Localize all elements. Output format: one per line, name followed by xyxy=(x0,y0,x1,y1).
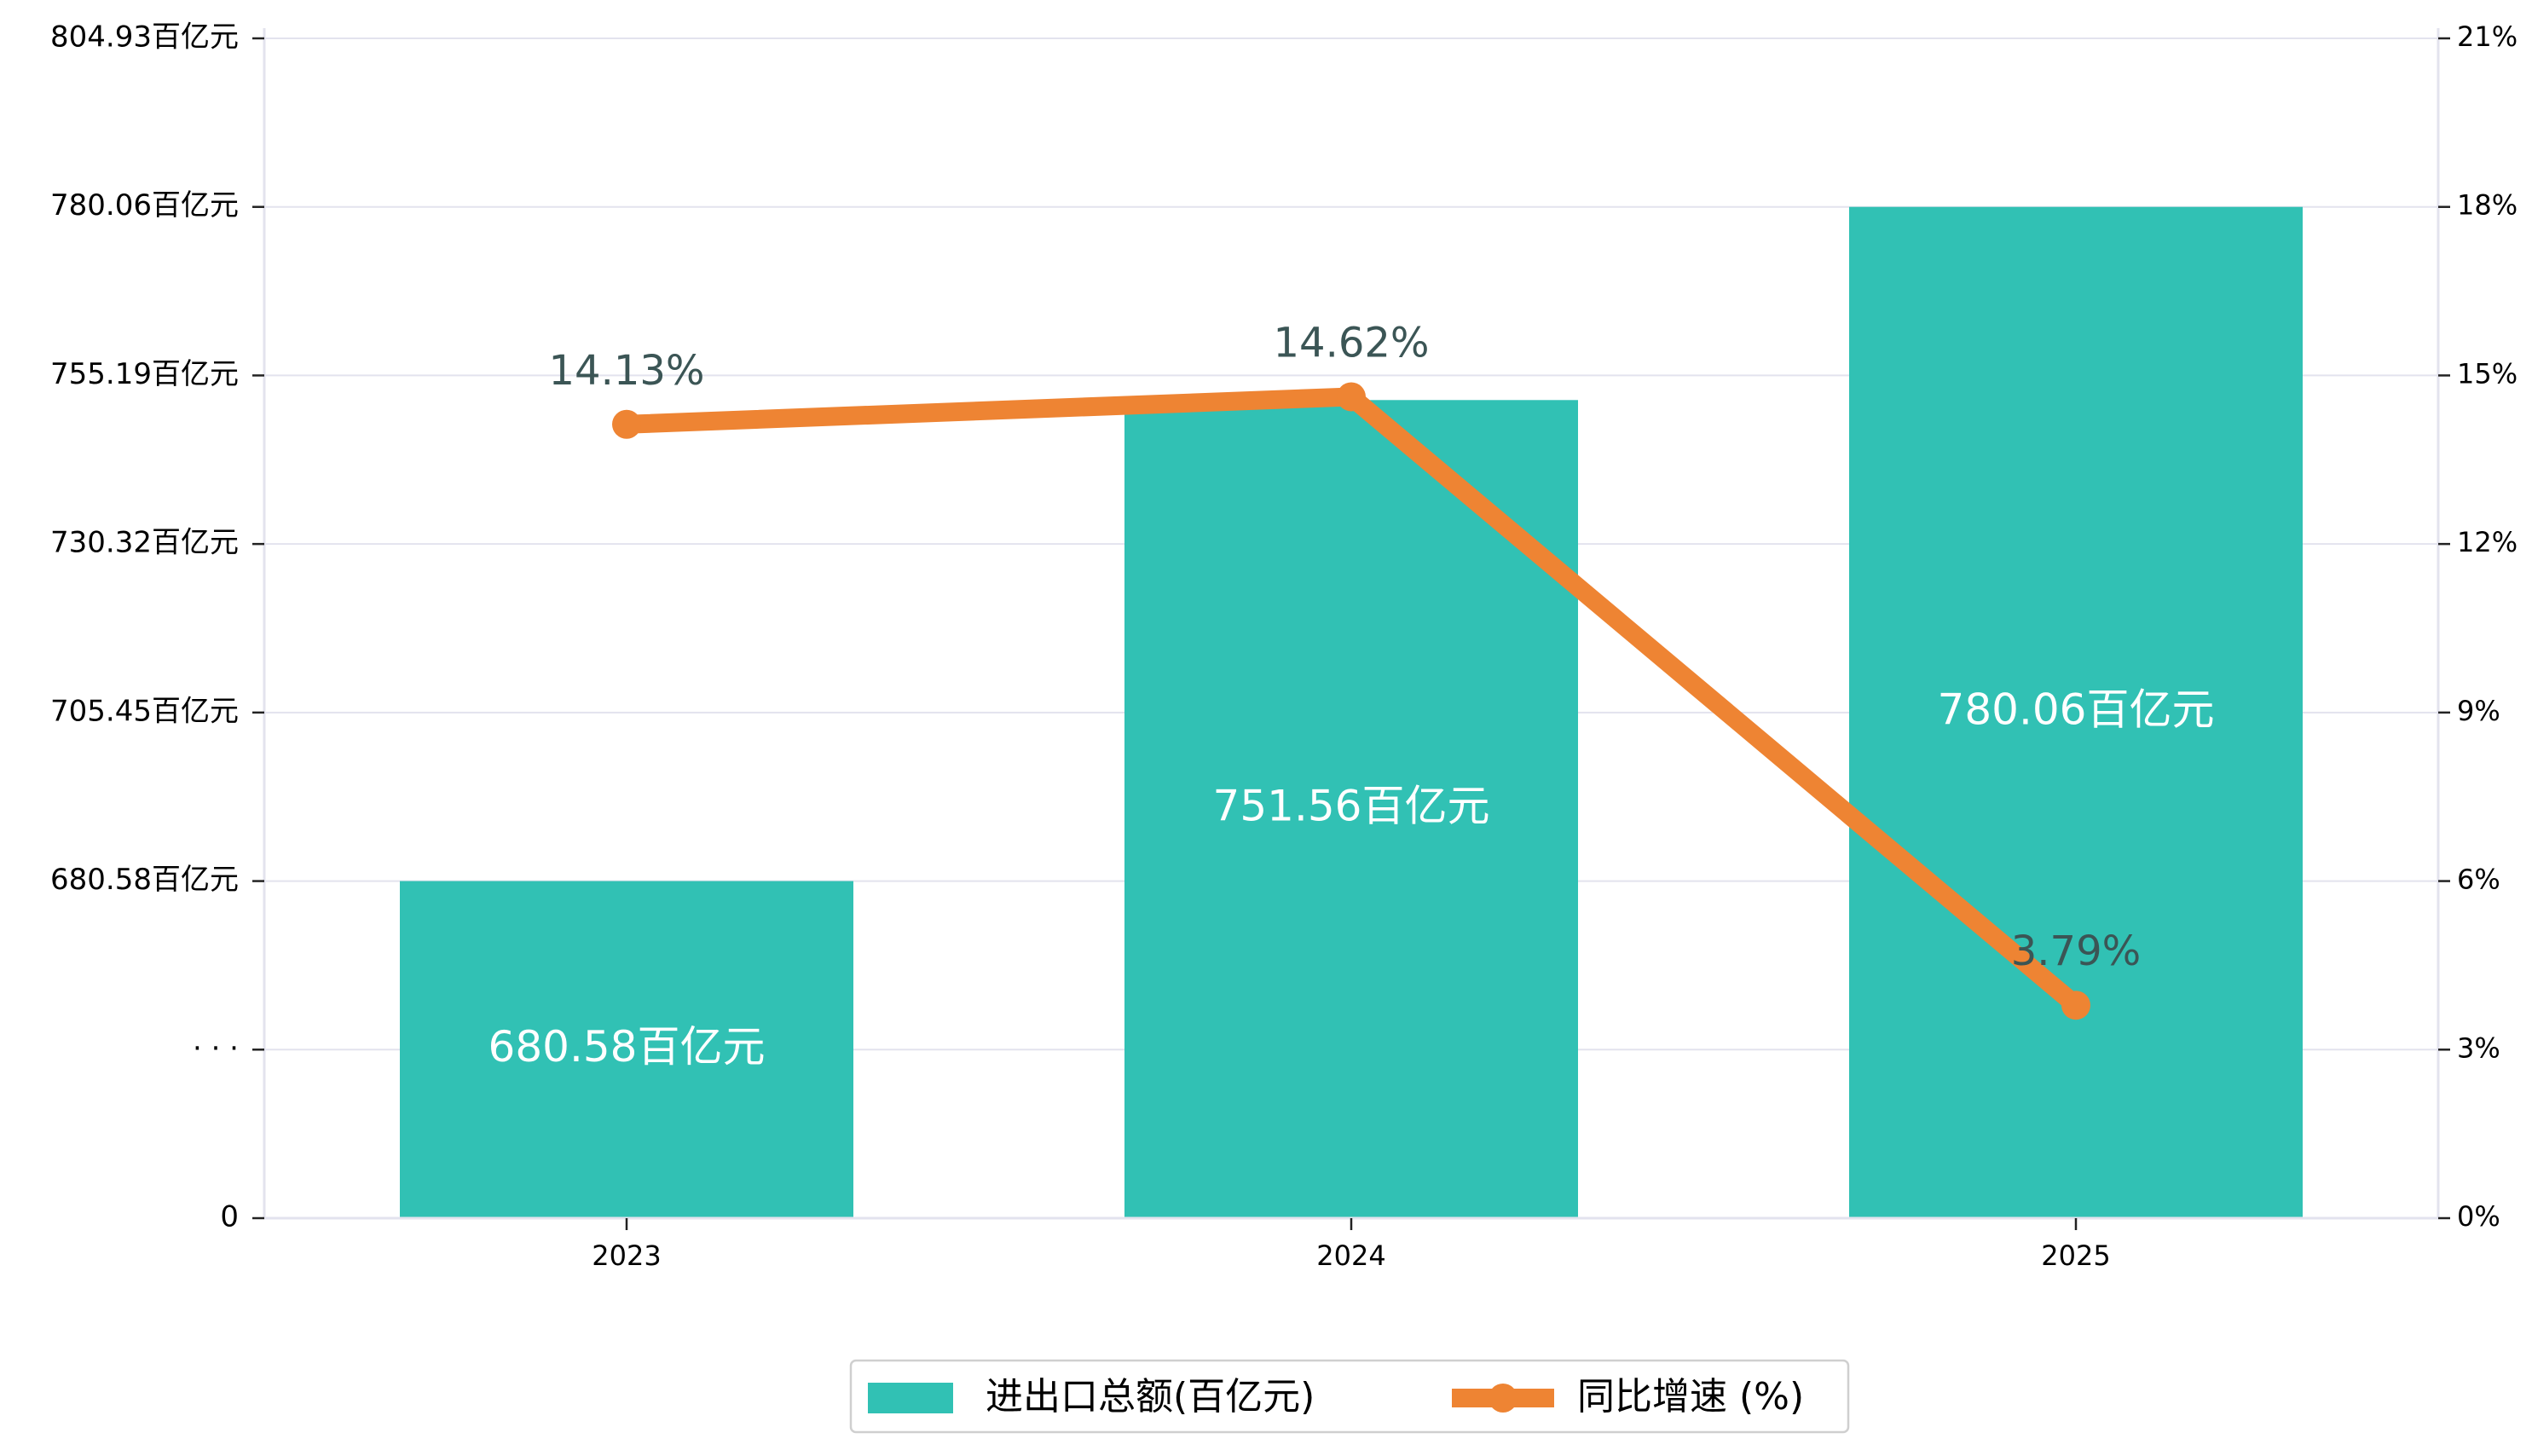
right-tick-label-0: 0% xyxy=(2457,1200,2500,1233)
left-tick-label-7: 804.93百亿元 xyxy=(50,20,239,55)
line-series xyxy=(612,382,2090,1020)
left-tick-label-4: 730.32百亿元 xyxy=(50,526,239,560)
growth-value-label-2023: 14.13% xyxy=(548,347,704,395)
growth-point-2025 xyxy=(2061,991,2090,1020)
bar-2024 xyxy=(1124,400,1578,1218)
x-tick-label-2023: 2023 xyxy=(592,1239,661,1272)
left-tick-label-6: 780.06百亿元 xyxy=(50,188,239,222)
right-tick-label-4: 12% xyxy=(2457,526,2518,558)
bar-2025 xyxy=(1849,206,2303,1219)
legend: 进出口总额(百亿元) 同比增速 (%) xyxy=(849,1359,1850,1434)
bar-value-label-2023: 680.58百亿元 xyxy=(488,1022,766,1072)
legend-label-line: 同比增速 (%) xyxy=(1577,1375,1804,1418)
x-tick-label-2024: 2024 xyxy=(1316,1239,1385,1272)
legend-swatch-bar xyxy=(868,1383,953,1413)
legend-swatch-marker xyxy=(1489,1384,1517,1413)
bar-2023 xyxy=(400,881,853,1218)
bar-value-label-2024: 751.56百亿元 xyxy=(1213,782,1490,831)
x-tick-label-2025: 2025 xyxy=(2041,1239,2110,1272)
growth-point-2024 xyxy=(1337,382,1366,412)
data-labels: 680.58百亿元 751.56百亿元 780.06百亿元 14.13% 14.62% 3… xyxy=(488,319,2215,1071)
right-tick-label-7: 21% xyxy=(2457,20,2518,53)
bar-value-label-2025: 780.06百亿元 xyxy=(1938,685,2215,734)
growth-point-2023 xyxy=(612,409,641,439)
right-tick-label-3: 9% xyxy=(2457,695,2500,727)
legend-box xyxy=(849,1359,1850,1434)
right-tick-label-6: 18% xyxy=(2457,189,2518,222)
bar-series xyxy=(400,206,2303,1219)
left-tick-label-2: 680.58百亿元 xyxy=(50,863,239,897)
left-tick-label-5: 755.19百亿元 xyxy=(50,357,239,391)
left-tick-label-1: · · · xyxy=(193,1031,239,1066)
legend-label-bar: 进出口总额(百亿元) xyxy=(986,1375,1315,1418)
axes: 0 · · · 680.58百亿元 705.45百亿元 730.32百亿元 755.19百… xyxy=(50,20,2518,1273)
left-tick-label-0: 0 xyxy=(220,1200,239,1234)
right-tick-label-5: 15% xyxy=(2457,357,2518,390)
right-tick-label-2: 6% xyxy=(2457,864,2500,896)
growth-value-label-2024: 14.62% xyxy=(1273,319,1429,367)
left-tick-label-3: 705.45百亿元 xyxy=(50,694,239,728)
growth-value-label-2025: 3.79% xyxy=(2011,927,2141,975)
right-tick-label-1: 3% xyxy=(2457,1031,2500,1064)
